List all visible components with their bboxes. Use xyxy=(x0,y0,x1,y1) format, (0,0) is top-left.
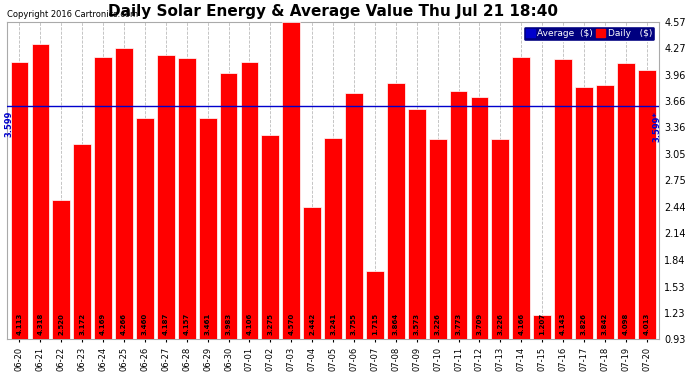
Text: 3.599: 3.599 xyxy=(5,111,14,137)
Text: 2.520: 2.520 xyxy=(59,313,64,334)
Bar xyxy=(575,87,593,339)
Bar xyxy=(471,97,489,339)
Bar xyxy=(617,63,635,339)
Bar xyxy=(136,118,154,339)
Text: 4.318: 4.318 xyxy=(37,312,43,334)
Bar xyxy=(428,139,446,339)
Text: 3.842: 3.842 xyxy=(602,312,608,334)
Text: 3.275: 3.275 xyxy=(267,313,273,334)
Text: 3.864: 3.864 xyxy=(393,312,399,334)
Text: 4.113: 4.113 xyxy=(17,312,23,334)
Bar xyxy=(10,62,28,339)
Text: 4.013: 4.013 xyxy=(644,312,650,334)
Bar xyxy=(157,55,175,339)
Text: 3.599*: 3.599* xyxy=(653,111,662,142)
Text: 4.187: 4.187 xyxy=(163,312,169,334)
Text: 4.166: 4.166 xyxy=(518,312,524,334)
Bar xyxy=(513,57,530,339)
Text: 3.460: 3.460 xyxy=(142,312,148,334)
Bar xyxy=(32,44,49,339)
Text: 4.157: 4.157 xyxy=(184,312,190,334)
Text: 4.570: 4.570 xyxy=(288,312,294,334)
Bar xyxy=(199,118,217,339)
Legend: Average  ($), Daily   ($): Average ($), Daily ($) xyxy=(523,26,655,40)
Bar xyxy=(73,144,91,339)
Bar xyxy=(262,135,279,339)
Text: 3.226: 3.226 xyxy=(435,313,441,334)
Bar xyxy=(450,91,467,339)
Text: 3.573: 3.573 xyxy=(414,312,420,334)
Text: 4.169: 4.169 xyxy=(100,312,106,334)
Bar xyxy=(554,59,572,339)
Text: 3.241: 3.241 xyxy=(330,312,336,334)
Text: 3.755: 3.755 xyxy=(351,313,357,334)
Text: 3.709: 3.709 xyxy=(476,312,482,334)
Text: 3.172: 3.172 xyxy=(79,312,85,334)
Title: Daily Solar Energy & Average Value Thu Jul 21 18:40: Daily Solar Energy & Average Value Thu J… xyxy=(108,4,558,19)
Bar xyxy=(95,57,112,339)
Bar xyxy=(219,73,237,339)
Text: 4.266: 4.266 xyxy=(121,313,127,334)
Bar xyxy=(638,70,656,339)
Text: 4.143: 4.143 xyxy=(560,312,566,334)
Text: 4.098: 4.098 xyxy=(623,312,629,334)
Text: 1.207: 1.207 xyxy=(539,312,545,334)
Text: 3.226: 3.226 xyxy=(497,313,503,334)
Bar xyxy=(324,138,342,339)
Bar xyxy=(387,83,405,339)
Text: 3.983: 3.983 xyxy=(226,312,232,334)
Bar xyxy=(282,22,300,339)
Bar xyxy=(52,200,70,339)
Bar xyxy=(408,109,426,339)
Bar xyxy=(533,315,551,339)
Text: Copyright 2016 Cartronics.com: Copyright 2016 Cartronics.com xyxy=(7,9,138,18)
Text: 3.826: 3.826 xyxy=(581,313,587,334)
Text: 3.773: 3.773 xyxy=(455,312,462,334)
Text: 4.106: 4.106 xyxy=(246,312,253,334)
Bar xyxy=(345,93,363,339)
Bar xyxy=(304,207,321,339)
Text: 3.461: 3.461 xyxy=(205,312,210,334)
Bar xyxy=(596,85,613,339)
Bar xyxy=(241,62,258,339)
Text: 1.715: 1.715 xyxy=(372,312,378,334)
Bar xyxy=(115,48,133,339)
Bar xyxy=(491,139,509,339)
Bar xyxy=(366,270,384,339)
Bar xyxy=(178,58,196,339)
Text: 2.442: 2.442 xyxy=(309,312,315,334)
